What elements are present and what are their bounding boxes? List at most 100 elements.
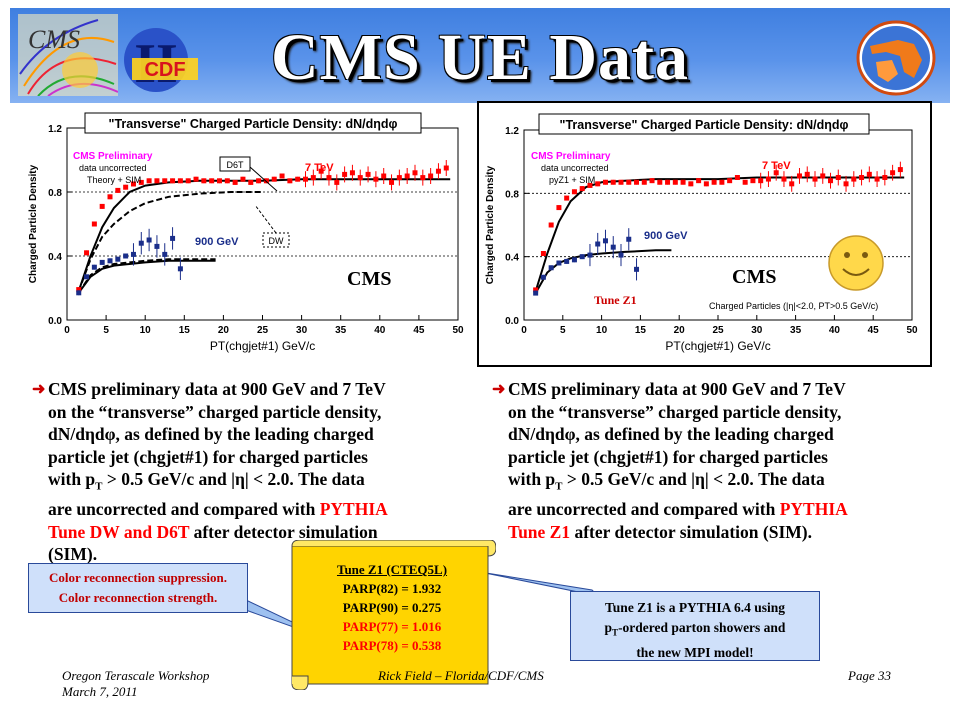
data-point — [334, 179, 340, 185]
data-point — [193, 176, 199, 182]
data-point — [162, 178, 168, 184]
tune-z1-label: Tune Z1 — [594, 293, 637, 307]
scroll-param-row: PARP(82) = 1.932 — [342, 581, 442, 596]
data-point — [91, 221, 97, 227]
d6t-label-box — [219, 156, 251, 172]
data-point — [602, 238, 608, 244]
data-point — [750, 178, 756, 184]
x-tick-label: 25 — [257, 325, 269, 336]
data-point — [412, 170, 418, 176]
data-point — [874, 176, 880, 182]
data-point — [587, 252, 593, 258]
cms-logo-text: CMS — [28, 25, 80, 54]
left-bullet-line: particle jet (chgjet#1) for charged part… — [48, 446, 368, 467]
data-point — [835, 175, 841, 180]
y-tick-label: 1.2 — [48, 124, 62, 135]
data-point — [271, 176, 277, 182]
cdf-logo: II CDF — [118, 22, 204, 100]
data-point — [641, 179, 647, 185]
d6t-label: D6T — [226, 160, 244, 170]
data-point — [533, 290, 539, 296]
data-point — [595, 241, 601, 247]
data-point — [556, 260, 562, 266]
900gev-label: 900 GeV — [195, 236, 239, 248]
data-point — [279, 173, 285, 179]
scroll-param-row: PARP(77) = 1.016 — [342, 619, 442, 634]
data-point — [91, 264, 97, 270]
data-point — [897, 167, 903, 173]
left-bullet: ➜ CMS preliminary data at 900 GeV and 7 … — [32, 378, 468, 566]
chart-title: "Transverse" Charged Particle Density: d… — [109, 117, 398, 131]
data-point — [162, 251, 168, 257]
data-point — [688, 181, 694, 187]
cdf-logo-text: CDF — [144, 59, 185, 81]
left-chart-panel: 0 5 10 15 20 25 30 35 40 45 50 0.0 0.4 0.8 1.2 PT(chgje… — [15, 103, 475, 370]
left-bullet-line: dN/dηdφ, as defined by the leading charg… — [48, 424, 374, 444]
data-point — [742, 179, 748, 185]
color-reconnection-callout: Color reconnection suppression. Color re… — [28, 563, 248, 613]
footer-date: March 7, 2011 — [62, 684, 138, 699]
y-tick-label: 0.0 — [505, 316, 519, 327]
callout-line: Color reconnection suppression. — [48, 570, 228, 585]
data-point — [626, 179, 632, 185]
theory-sim-label: Theory + SIM — [87, 175, 141, 185]
footer-author: Rick Field – Florida/CDF/CMS — [378, 668, 544, 683]
data-point — [248, 179, 254, 185]
data-point — [123, 184, 129, 190]
data-point — [734, 175, 740, 180]
x-tick-label: 10 — [140, 325, 152, 336]
dw-label: DW — [269, 236, 284, 246]
data-point — [851, 176, 857, 182]
data-point — [107, 194, 113, 200]
data-point — [564, 195, 570, 201]
scroll-param-row: PARP(90) = 0.275 — [342, 600, 442, 615]
data-point — [781, 176, 787, 182]
right-bullet-line: are uncorrected and compared with PYTHIA — [508, 499, 848, 519]
data-point — [571, 257, 577, 263]
cms-watermark-label: CMS — [347, 268, 391, 290]
x-tick-label: 20 — [218, 325, 230, 336]
tune-z1-callout: Tune Z1 is a PYTHIA 6.4 using pT-ordered… — [570, 591, 820, 661]
x-tick-label: 50 — [906, 325, 918, 336]
d6t-pointer — [249, 166, 278, 192]
theory-curve — [77, 258, 216, 294]
theory-curve — [77, 178, 451, 292]
data-point — [571, 189, 577, 195]
data-point — [859, 175, 865, 180]
data-point — [76, 287, 82, 293]
data-point — [76, 290, 82, 296]
x-tick-label: 50 — [452, 325, 464, 336]
smiley-eye — [862, 252, 868, 258]
scroll-rows: PARP(82) = 1.932 PARP(90) = 0.275 PARP(77)… — [304, 579, 480, 655]
data-point — [389, 179, 395, 185]
data-point — [263, 178, 269, 184]
left-bullet-line: CMS preliminary data at 900 GeV and 7 Te… — [48, 379, 386, 399]
data-point — [107, 258, 113, 264]
y-tick-label: 0.4 — [505, 253, 519, 264]
data-point — [540, 251, 546, 256]
data-point — [396, 175, 402, 181]
data-point — [357, 175, 363, 181]
cms-preliminary-label: CMS Preliminary — [531, 151, 611, 162]
data-point — [224, 178, 230, 184]
data-point — [890, 170, 896, 176]
slide-title: CMS UE Data — [271, 21, 689, 94]
y-tick-label: 0.8 — [48, 188, 62, 199]
data-point — [201, 178, 207, 184]
data-point — [428, 173, 434, 179]
data-point — [548, 222, 554, 228]
x-tick-label: 0 — [521, 325, 527, 336]
x-tick-label: 0 — [64, 325, 70, 336]
data-point — [657, 179, 663, 185]
right-bullet-line: Tune Z1 after detector simulation (SIM). — [508, 521, 812, 542]
data-point — [828, 178, 834, 184]
y-axis-label: Charged Particle Density — [485, 165, 496, 284]
data-point — [420, 175, 426, 181]
data-point — [719, 179, 725, 185]
bullet-arrow-icon: ➜ — [32, 381, 46, 398]
x-axis-label: PT(chgjet#1) GeV/c — [210, 339, 315, 353]
x-tick-label: 15 — [179, 325, 191, 336]
data-point — [84, 274, 90, 280]
data-point — [634, 179, 640, 185]
footer-page: Page 33 — [848, 668, 891, 683]
